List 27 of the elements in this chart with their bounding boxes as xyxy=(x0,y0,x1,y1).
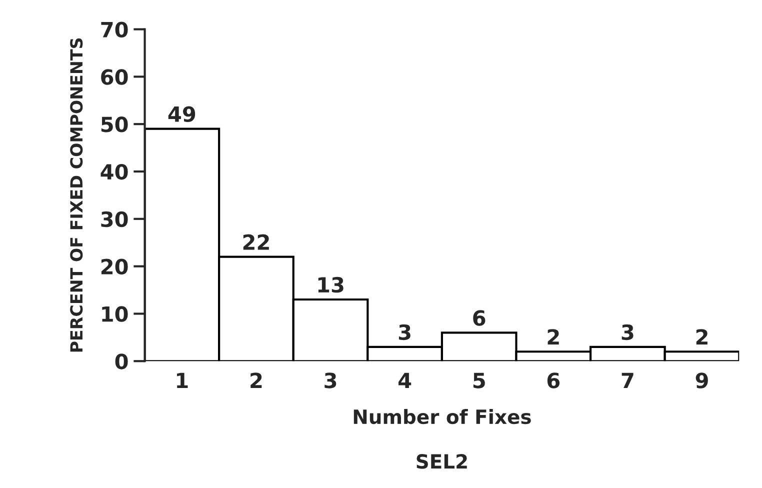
data-label: 3 xyxy=(398,324,410,340)
data-label: 49 xyxy=(168,106,196,122)
y-tick-label: 10 xyxy=(102,306,128,322)
x-axis-title: Number of Fixes xyxy=(354,409,531,424)
data-label: 6 xyxy=(473,310,486,326)
data-label: 2 xyxy=(548,329,559,345)
x-tick-label: 2 xyxy=(250,372,262,388)
y-tick-label: 60 xyxy=(101,69,128,85)
data-label: 2 xyxy=(696,329,708,345)
y-tick-label: 0 xyxy=(115,354,128,370)
data-label: 3 xyxy=(622,324,634,340)
y-axis-title: PERCENT OF FIXED COMPONENTS xyxy=(70,38,83,352)
y-tick-label: 50 xyxy=(101,116,128,132)
x-tick-label: 4 xyxy=(398,372,412,388)
data-label: 22 xyxy=(243,234,269,250)
x-tick-label: 7 xyxy=(622,372,634,388)
y-tick-label: 70 xyxy=(101,22,128,38)
y-tick-label: 30 xyxy=(101,211,128,228)
x-tick-label: 1 xyxy=(177,372,188,388)
x-tick-label: 5 xyxy=(473,372,485,388)
x-tick-label: 6 xyxy=(547,372,560,388)
x-tick-label: 3 xyxy=(324,372,336,388)
data-label: 13 xyxy=(318,276,344,293)
y-tick-label: 40 xyxy=(100,164,128,180)
y-tick-label: 20 xyxy=(101,258,128,275)
x-tick-label: 9 xyxy=(696,372,708,388)
text: SEL2 xyxy=(416,454,467,469)
